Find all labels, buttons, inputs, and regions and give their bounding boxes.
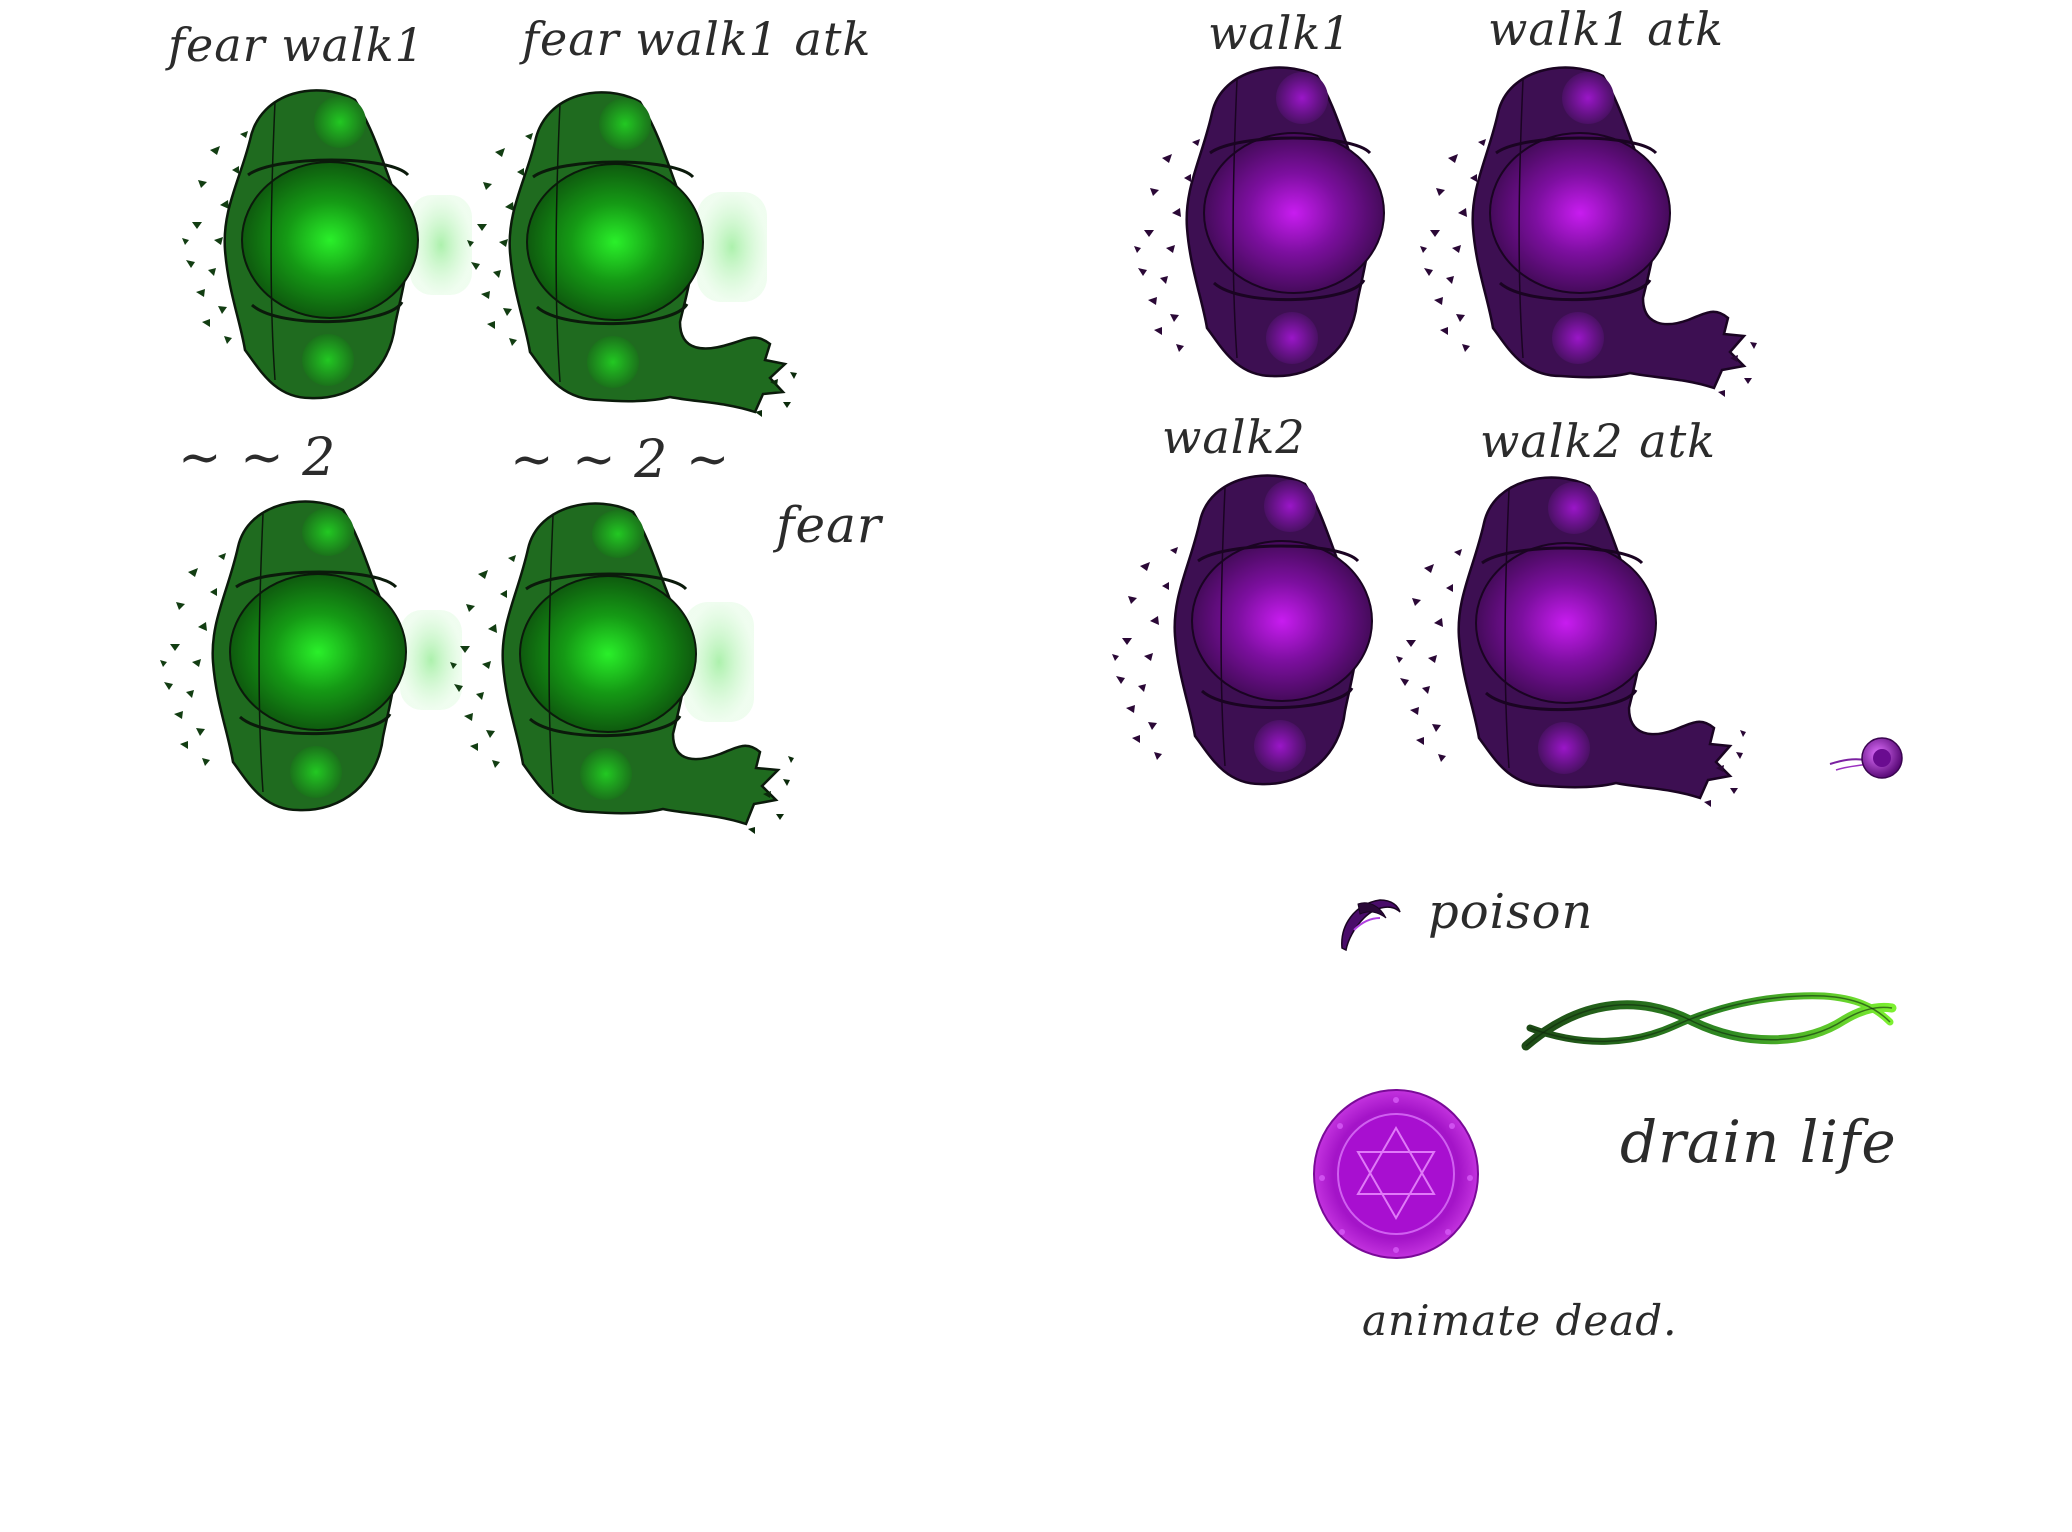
- label-walk2: walk2: [1162, 410, 1306, 464]
- label-animate-dead: animate dead.: [1362, 1296, 1678, 1345]
- poison-orb-projectile-icon: [1828, 734, 1908, 784]
- sprite-fear-walk1-atk: [465, 82, 805, 422]
- animate-dead-rune-circle-icon: [1312, 1086, 1482, 1261]
- label-walk1-atk: walk1 atk: [1488, 2, 1725, 56]
- label-poison: poison: [1428, 884, 1594, 940]
- sprite-walk1-atk: [1418, 58, 1758, 403]
- label-fear-walk1-atk: fear walk1 atk: [522, 12, 872, 66]
- poison-claw-icon: [1336, 890, 1402, 956]
- sprite-fear-walk2: [158, 492, 468, 822]
- sprite-walk2: [1110, 466, 1420, 796]
- label-fear: fear: [776, 496, 882, 554]
- label-walk2-atk: walk2 atk: [1480, 414, 1717, 468]
- label-drain-life: drain life: [1620, 1108, 1897, 1176]
- label-fear-walk2: ~ ~ 2: [178, 428, 337, 488]
- sprite-fear-walk2-atk: [448, 494, 798, 839]
- sprite-walk1: [1132, 58, 1432, 388]
- drain-life-helix-icon: [1521, 986, 1897, 1051]
- label-walk1: walk1: [1208, 6, 1352, 60]
- sprite-walk2-atk: [1394, 468, 1754, 818]
- label-fear-walk1: fear walk1: [168, 18, 425, 72]
- label-fear-walk2-atk: ~ ~ 2 ~: [510, 430, 731, 490]
- sprite-fear-walk1: [180, 80, 490, 410]
